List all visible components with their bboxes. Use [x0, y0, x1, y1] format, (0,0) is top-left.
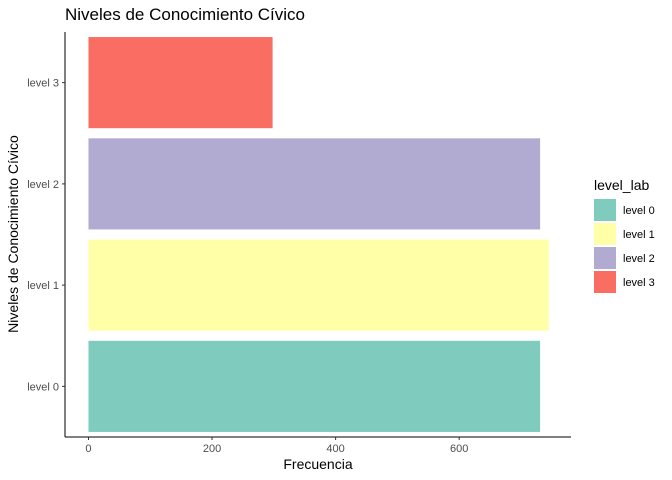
legend-label: level 1 [623, 229, 655, 241]
legend-key-level-3 [594, 271, 616, 293]
bar-level-0 [88, 340, 541, 432]
bar-level-3 [88, 37, 273, 129]
x-tick-label: 400 [326, 443, 344, 455]
legend-label: level 0 [623, 205, 655, 217]
x-tick-label: 200 [203, 443, 221, 455]
legend: level_lab level 0 level 1 level 2 level 3 [594, 177, 655, 293]
x-tick-label: 600 [450, 443, 468, 455]
y-axis-title: Niveles de Conocimiento Cívico [5, 135, 21, 333]
chart-title: Niveles de Conocimiento Cívico [65, 5, 305, 24]
y-tick-label: level 0 [27, 381, 59, 393]
legend-label: level 3 [623, 277, 655, 289]
bar-level-2 [88, 138, 541, 230]
y-tick-label: level 1 [27, 280, 59, 292]
bar-level-1 [88, 239, 549, 331]
x-axis-title: Frecuencia [283, 456, 352, 472]
y-tick-label: level 2 [27, 179, 59, 191]
legend-title: level_lab [594, 177, 649, 193]
bars-group [88, 37, 549, 432]
y-tick-label: level 3 [27, 78, 59, 90]
x-ticks-group: 0 200 400 600 [85, 437, 468, 455]
legend-key-level-0 [594, 199, 616, 221]
y-ticks-group: level 0 level 1 level 2 level 3 [27, 78, 65, 393]
x-tick-label: 0 [85, 443, 91, 455]
legend-key-level-2 [594, 247, 616, 269]
legend-label: level 2 [623, 253, 655, 265]
legend-items: level 0 level 1 level 2 level 3 [594, 199, 655, 293]
legend-key-level-1 [594, 223, 616, 245]
